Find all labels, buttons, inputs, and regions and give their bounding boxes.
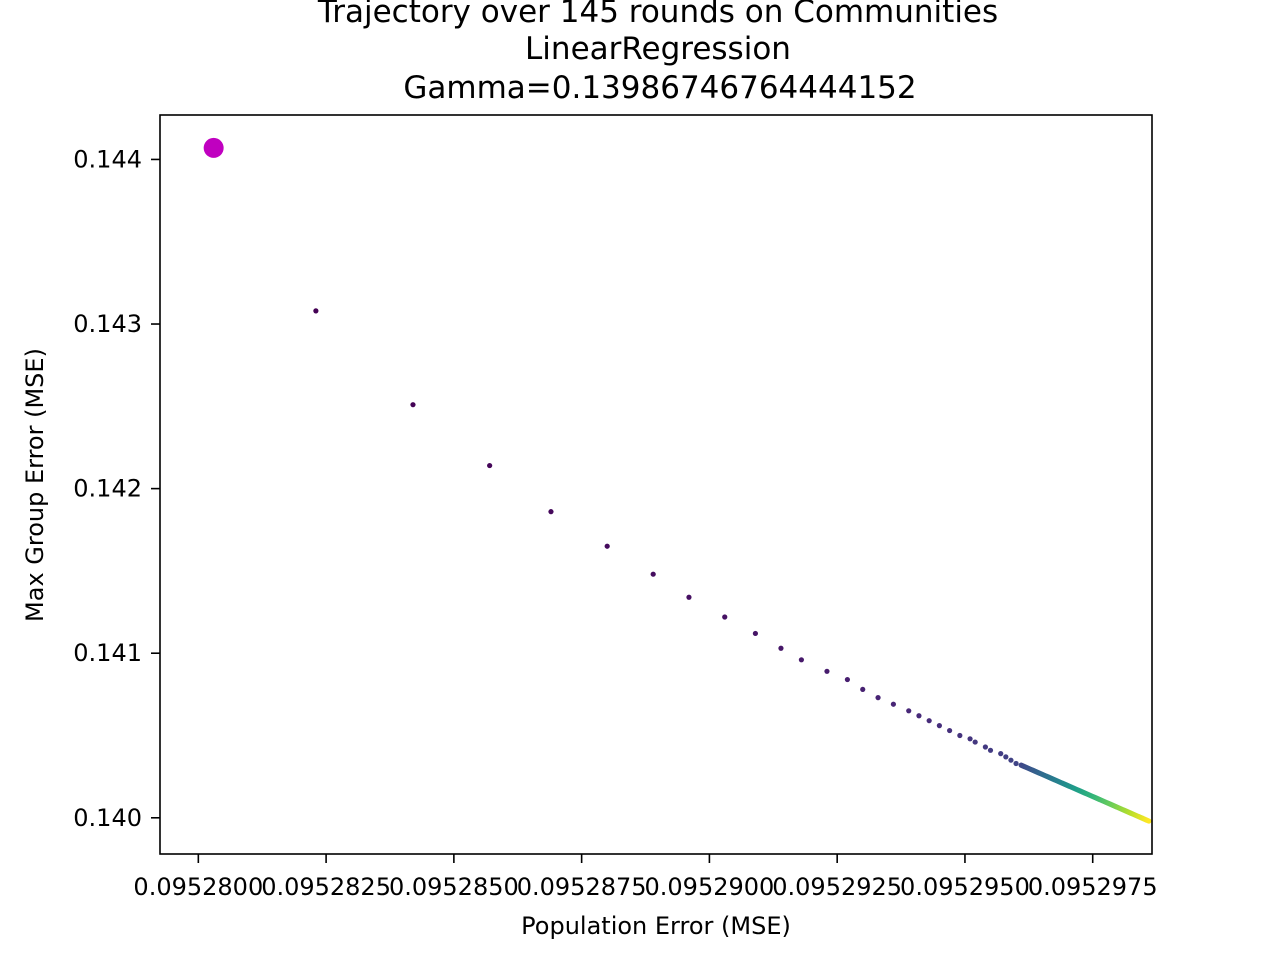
trajectory-point [824, 669, 829, 674]
trajectory-point [1003, 754, 1008, 759]
trajectory-point [957, 733, 962, 738]
trajectory-point [1008, 758, 1013, 763]
y-tick-label: 0.143 [73, 310, 142, 338]
trajectory-point [891, 702, 896, 707]
x-tick-label: 0.0952900 [645, 873, 775, 901]
trajectory-point [487, 463, 492, 468]
x-tick-label: 0.0952925 [772, 873, 902, 901]
trajectory-point [778, 646, 783, 651]
x-tick-label: 0.0952875 [517, 873, 647, 901]
trajectory-point [875, 695, 880, 700]
trajectory-point [860, 687, 865, 692]
x-axis-label: Population Error (MSE) [521, 912, 791, 940]
trajectory-point [916, 713, 921, 718]
trajectory-point [1146, 818, 1151, 823]
trajectory-point [548, 509, 553, 514]
trajectory-point [799, 657, 804, 662]
trajectory-point [983, 744, 988, 749]
y-tick-label: 0.142 [73, 475, 142, 503]
trajectory-point [937, 723, 942, 728]
trajectory-point [998, 751, 1003, 756]
x-tick-label: 0.0952800 [133, 873, 263, 901]
trajectory-point [1013, 761, 1018, 766]
title-line-2: LinearRegression [525, 31, 791, 67]
title-line-1: Trajectory over 145 rounds on Communitie… [317, 0, 998, 30]
y-tick-label: 0.141 [73, 639, 142, 667]
trajectory-point [967, 736, 972, 741]
y-tick-label: 0.144 [73, 145, 142, 173]
trajectory-point [410, 402, 415, 407]
trajectory-point [906, 708, 911, 713]
trajectory-point [605, 544, 610, 549]
trajectory-point [313, 308, 318, 313]
trajectory-point [722, 614, 727, 619]
start-point [204, 138, 224, 158]
trajectory-point [988, 748, 993, 753]
trajectory-point [845, 677, 850, 682]
x-tick-label: 0.0952825 [261, 873, 391, 901]
trajectory-point [651, 572, 656, 577]
title-line-3: Gamma=0.13986746764444152 [403, 70, 916, 106]
y-tick-label: 0.140 [73, 804, 142, 832]
x-tick-label: 0.0952950 [900, 873, 1030, 901]
trajectory-point [753, 631, 758, 636]
trajectory-point [927, 718, 932, 723]
trajectory-point [686, 595, 691, 600]
trajectory-point [947, 728, 952, 733]
x-tick-label: 0.0952975 [1028, 873, 1158, 901]
y-axis-label: Max Group Error (MSE) [21, 348, 49, 622]
trajectory-point [973, 739, 978, 744]
x-tick-label: 0.0952850 [389, 873, 519, 901]
